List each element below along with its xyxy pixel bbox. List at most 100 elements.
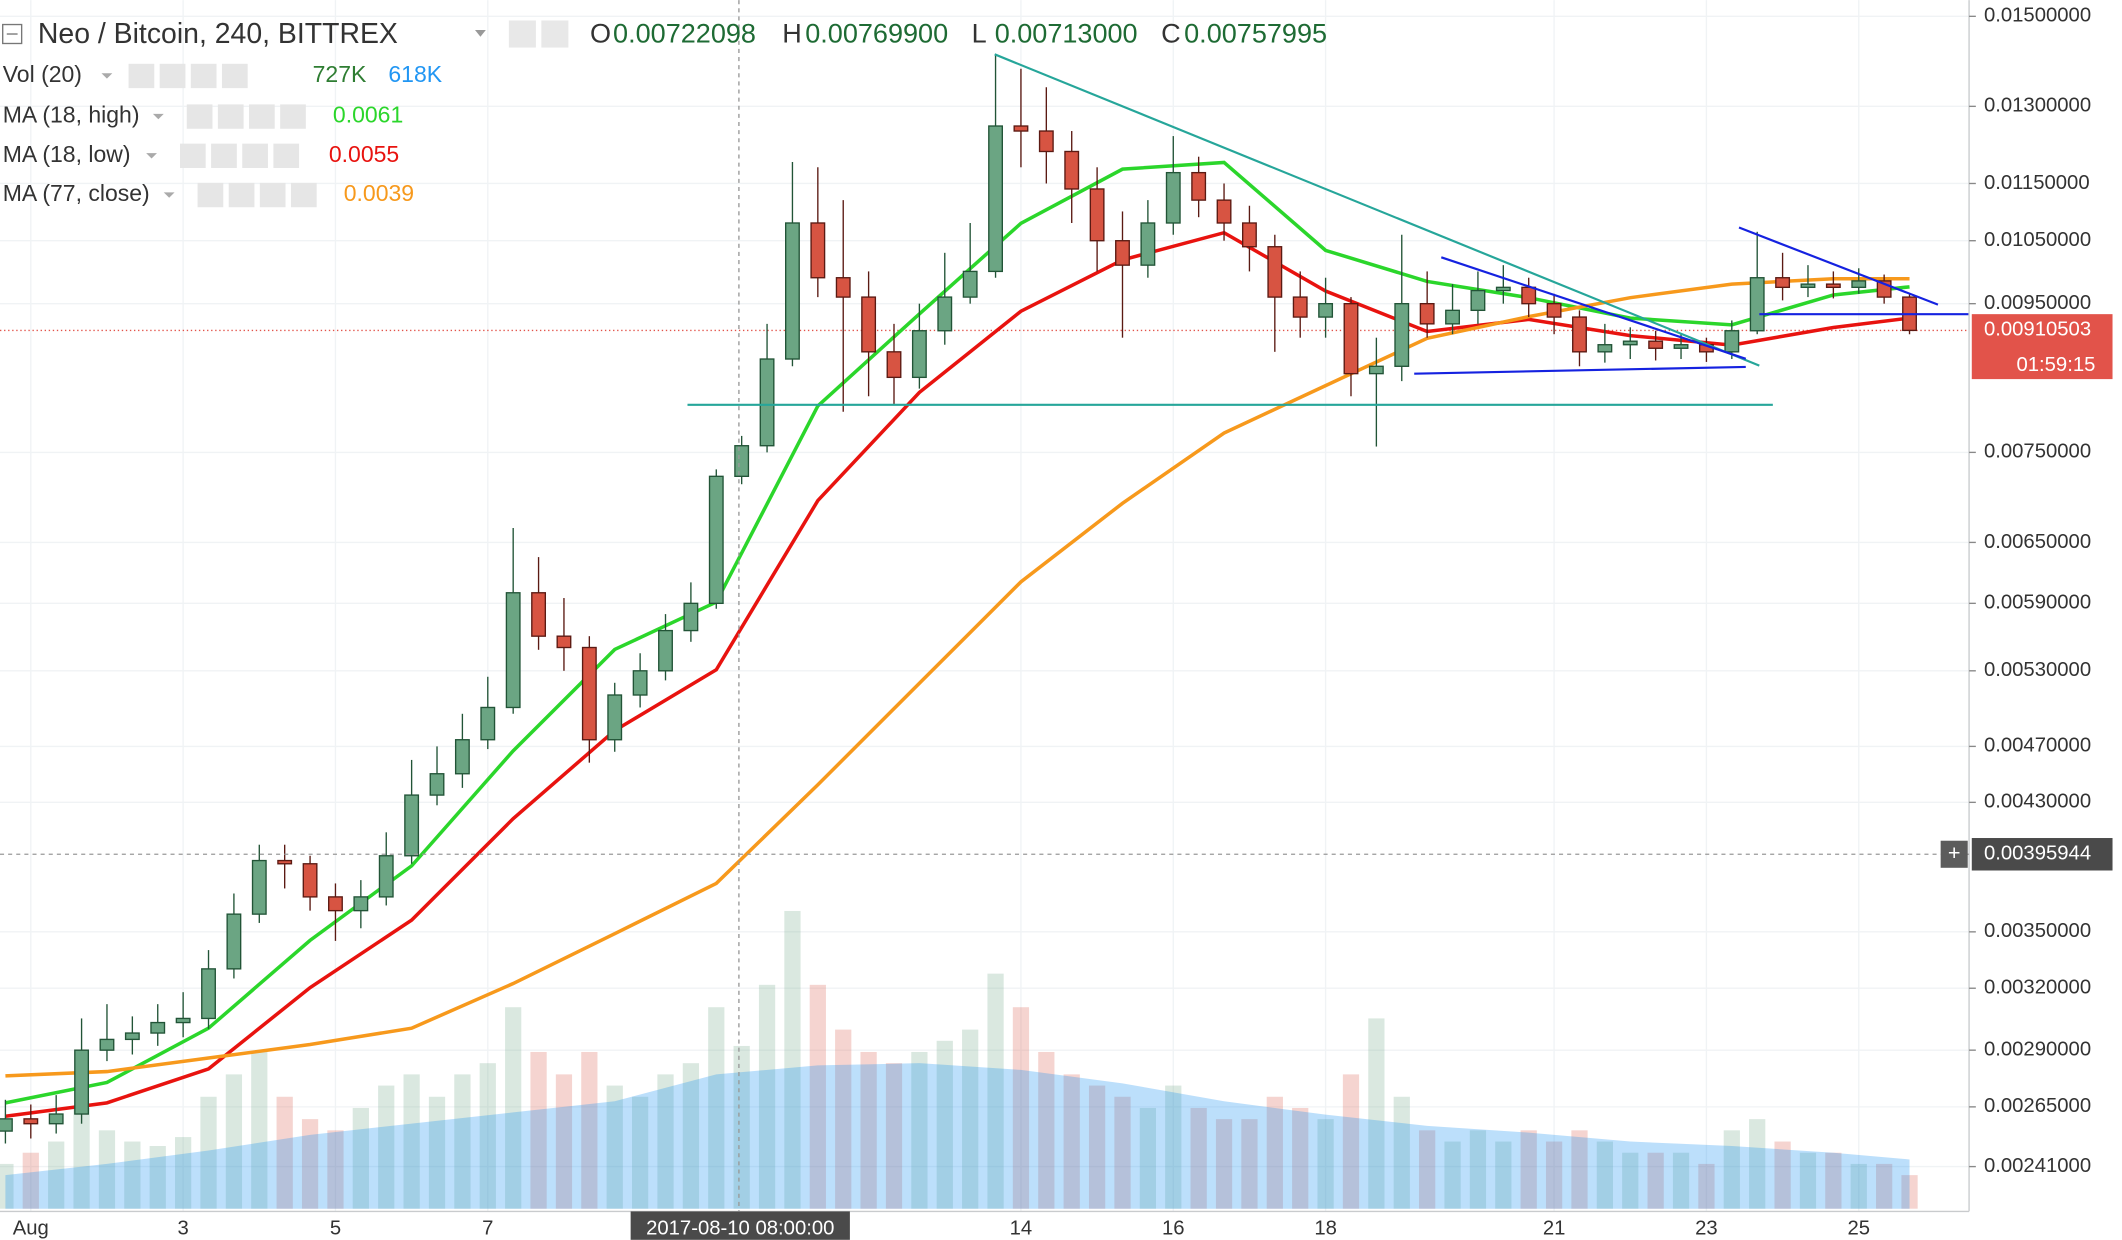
candle-body	[1165, 171, 1181, 224]
volume-bar	[1444, 1141, 1461, 1209]
candle-body	[124, 1032, 140, 1041]
candle-body	[1318, 302, 1334, 318]
remove-icon[interactable]	[280, 104, 306, 129]
candle-body	[962, 270, 978, 298]
dropdown-arrow[interactable]	[475, 29, 486, 37]
volume-bar	[885, 1063, 903, 1209]
candle-body	[505, 592, 521, 709]
remove-icon[interactable]	[273, 143, 300, 168]
volume-bar	[22, 1152, 39, 1209]
dropdown-arrow[interactable]	[152, 113, 164, 120]
volume-bar	[1342, 1074, 1360, 1209]
volume-bar	[505, 1007, 522, 1209]
volume-bar	[606, 1085, 623, 1209]
volume-bar	[1622, 1152, 1639, 1209]
settings-icon[interactable]	[159, 63, 186, 89]
dropdown-arrow[interactable]	[101, 73, 113, 79]
volume-bar	[403, 1074, 420, 1209]
candle-body	[1191, 171, 1207, 201]
volume-bar	[1749, 1119, 1766, 1209]
x-tick-label: 21	[1543, 1217, 1566, 1239]
volume-bar	[200, 1096, 217, 1209]
y-tick-label: 0.00290000	[1984, 1039, 2091, 1061]
indicator-name: MA (77, close)	[3, 180, 150, 206]
volume-bar	[1419, 1130, 1436, 1209]
volume-bar	[962, 1029, 979, 1209]
drawings	[687, 53, 1970, 406]
crosshair-add-icon: +	[1948, 840, 1961, 865]
volume-bar	[1190, 1107, 1207, 1209]
candle-body	[175, 1017, 191, 1024]
candle-body	[861, 296, 877, 353]
candle-body	[480, 706, 496, 741]
dropdown-arrow[interactable]	[146, 153, 157, 159]
settings-icon[interactable]	[228, 182, 255, 208]
candle-body	[1648, 340, 1664, 349]
volume-bar	[1165, 1085, 1182, 1209]
y-tick-label: 0.01300000	[1984, 95, 2091, 117]
settings-icon[interactable]	[217, 104, 244, 129]
candle-body	[658, 629, 673, 672]
volume-bar	[428, 1096, 446, 1209]
indicator-value: 618K	[388, 61, 442, 87]
indicator-name: Vol (20)	[3, 61, 82, 87]
candle-body	[1038, 130, 1054, 153]
volume-bar	[936, 1040, 953, 1209]
ma-line	[5, 276, 1910, 1078]
add-icon[interactable]	[259, 182, 286, 208]
candle-body	[683, 602, 699, 632]
eye-icon[interactable]	[197, 182, 224, 208]
y-tick-label: 0.00750000	[1984, 441, 2091, 463]
volume-bar	[1647, 1152, 1664, 1209]
candle-body	[201, 968, 216, 1020]
indicator-value: 0.0039	[344, 180, 414, 206]
crosshair-add-button[interactable]	[1940, 840, 1968, 868]
price-axis-panel	[1969, 0, 2122, 1240]
volume-bar	[1571, 1130, 1588, 1209]
y-tick-label: 0.00470000	[1984, 735, 2091, 757]
volume-bar	[378, 1085, 395, 1209]
candle-body	[937, 296, 953, 332]
volume-bar	[301, 1119, 319, 1209]
candle-body	[0, 1118, 13, 1132]
add-icon[interactable]	[242, 143, 268, 168]
volume-bar	[1876, 1163, 1893, 1209]
volume-bar	[454, 1074, 471, 1209]
eye-icon[interactable]	[508, 20, 536, 48]
indicator-name: MA (18, high)	[3, 102, 140, 128]
y-tick-label: 0.00950000	[1984, 292, 2091, 314]
candle-body	[632, 670, 648, 696]
dropdown-arrow[interactable]	[163, 192, 175, 198]
candle-body	[48, 1113, 64, 1125]
candle-body	[404, 794, 420, 857]
candle-body	[1013, 125, 1029, 132]
ohlc-letter: L	[972, 19, 987, 49]
x-tick-label: 18	[1314, 1217, 1337, 1239]
collapse-icon[interactable]	[2, 23, 23, 45]
candle-body	[1597, 344, 1613, 353]
eye-icon[interactable]	[128, 63, 155, 89]
eye-icon[interactable]	[186, 104, 213, 129]
volume-bar	[479, 1063, 496, 1209]
settings-icon[interactable]	[211, 143, 237, 168]
ohlc-value: 0.00713000	[995, 19, 1138, 49]
crosshair-time-box	[630, 1211, 850, 1240]
candle-body	[810, 222, 826, 279]
x-tick-label: 16	[1162, 1217, 1185, 1239]
eye-icon[interactable]	[179, 143, 206, 168]
candle-body	[1241, 222, 1257, 248]
volume-bar	[48, 1141, 65, 1209]
settings-icon[interactable]	[541, 20, 569, 48]
trend-line	[1738, 226, 1939, 306]
candle-body	[531, 592, 547, 637]
candle-body	[759, 358, 775, 447]
volume-bar	[784, 910, 801, 1209]
candle-body	[708, 475, 724, 605]
candle-body	[1368, 365, 1384, 375]
candle-body	[378, 855, 394, 898]
candle-body	[1115, 240, 1130, 266]
remove-icon[interactable]	[221, 63, 248, 89]
remove-icon[interactable]	[290, 182, 317, 208]
add-icon[interactable]	[249, 104, 275, 129]
add-icon[interactable]	[190, 63, 217, 89]
